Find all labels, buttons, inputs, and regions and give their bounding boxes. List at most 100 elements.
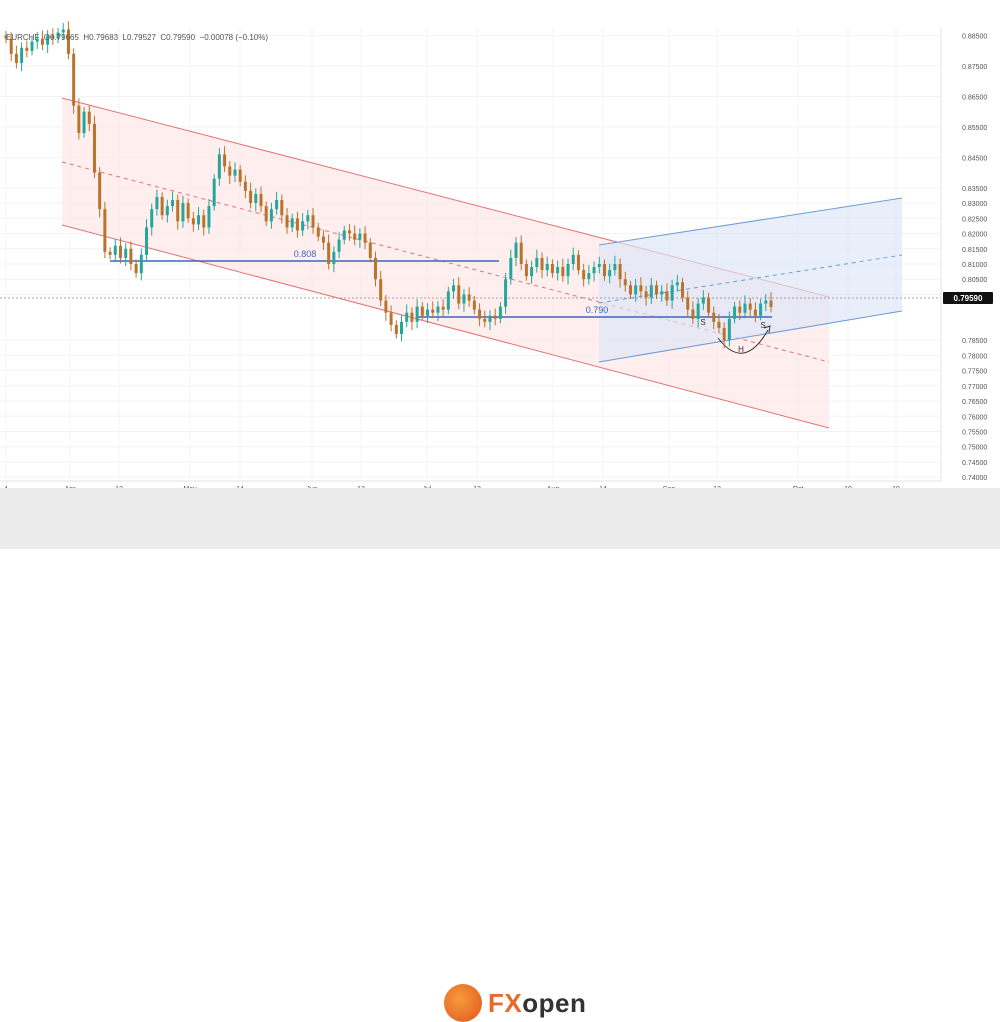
candle-body (524, 263, 528, 277)
candle-body (389, 312, 393, 325)
price-axis-background (941, 27, 1000, 488)
candle-body (618, 263, 622, 280)
candle-body (431, 309, 435, 313)
candle-body (493, 315, 497, 319)
candle-body (566, 263, 570, 277)
candle-body (602, 263, 606, 277)
candle-body (519, 242, 523, 264)
candle-body (353, 233, 357, 240)
candle-body (342, 230, 346, 240)
y-tick-label: 0.84500 (962, 155, 987, 162)
candle-body (665, 291, 669, 301)
candle-body (363, 233, 367, 243)
candle-body (686, 297, 690, 310)
candle-body (592, 267, 596, 274)
candle-body (171, 200, 175, 207)
y-tick-label: 0.88500 (962, 34, 987, 41)
candle-body (373, 257, 377, 280)
candle-body (504, 279, 508, 307)
candle-body (56, 32, 60, 39)
candle-body (25, 47, 29, 51)
candle-body (608, 270, 612, 277)
y-tick-label: 0.81000 (962, 262, 987, 269)
pattern-label-head: H (738, 345, 744, 354)
candle-body (556, 267, 560, 274)
candle-body (259, 193, 263, 207)
candle-body (649, 285, 653, 298)
close-value: C0.79590 (160, 33, 196, 42)
x-tick-label: Aug (547, 486, 560, 488)
candle-body (488, 315, 492, 322)
x-tick-label: 13 (473, 486, 481, 488)
candle-body (727, 318, 731, 341)
candle-body (623, 279, 627, 286)
x-tick-label: Jun (306, 486, 317, 488)
ascending-lower-line (598, 310, 903, 363)
x-tick-label: 4 (4, 486, 8, 488)
candle-body (472, 300, 476, 310)
candle-body (655, 285, 659, 295)
candle-body (197, 215, 201, 225)
candle-body (514, 242, 518, 258)
candle-body (66, 29, 70, 54)
candle-body (4, 35, 8, 39)
candle-body (545, 263, 549, 271)
candle-body (753, 309, 757, 316)
candle-body (14, 53, 18, 63)
y-tick-label: 0.77000 (962, 384, 987, 391)
candle-body (275, 200, 279, 210)
symbol-label: EURCHF (6, 33, 40, 42)
change-value: −0.00078 (−0.10%) (199, 33, 269, 42)
candle-body (108, 251, 112, 255)
candle-body (394, 324, 398, 335)
candle-body (436, 306, 440, 313)
candle-body (98, 172, 102, 210)
candle-body (535, 257, 539, 268)
ascending-upper-line (598, 197, 903, 246)
candle-body (129, 248, 133, 264)
candle-body (733, 306, 737, 319)
y-tick-label: 0.82500 (962, 216, 987, 223)
open-value: O0.79665 (43, 33, 79, 42)
y-tick-label: 0.85500 (962, 125, 987, 132)
candle-body (181, 203, 185, 222)
y-tick-label: 0.74500 (962, 460, 987, 467)
candle-body (368, 242, 372, 258)
candle-body (186, 203, 190, 219)
x-tick-label: Jul (423, 486, 432, 488)
candle-body (384, 300, 388, 313)
candle-body (358, 233, 362, 240)
candle-body (295, 218, 299, 231)
y-tick-label: 0.78000 (962, 353, 987, 360)
candle-body (509, 257, 513, 280)
candle-body (30, 41, 34, 51)
candle-body (634, 285, 638, 295)
candle-body (35, 38, 39, 42)
y-tick-label: 0.76000 (962, 414, 987, 421)
y-tick-label: 0.80500 (962, 277, 987, 284)
candle-body (269, 209, 273, 222)
candle-body (285, 215, 289, 228)
candle-body (743, 303, 747, 313)
candle-body (681, 282, 685, 298)
y-tick-label: 0.86500 (962, 94, 987, 101)
x-tick-label: 12 (713, 486, 721, 488)
candle-body (628, 285, 632, 295)
candle-body (691, 309, 695, 319)
candle-body (420, 306, 424, 316)
candle-body (327, 242, 331, 264)
x-tick-label: 14 (599, 486, 607, 488)
ascending-channel-fill (599, 198, 902, 362)
candle-body (264, 206, 268, 222)
level-label-0790: 0.790 (586, 305, 609, 315)
candle-body (660, 291, 664, 295)
candle-body (738, 306, 742, 313)
x-tick-label: May (183, 486, 197, 488)
ohlc-legend: EURCHF O0.79665 H0.79683 L0.79527 C0.795… (6, 33, 268, 42)
candle-body (191, 218, 195, 225)
candle-body (347, 230, 351, 234)
high-value: H0.79683 (83, 33, 119, 42)
price-chart[interactable]: 0.808 0.790 S H S 0.885000.875000.865000… (0, 0, 1000, 488)
candle-body (165, 206, 169, 216)
y-tick-label: 0.87500 (962, 64, 987, 71)
